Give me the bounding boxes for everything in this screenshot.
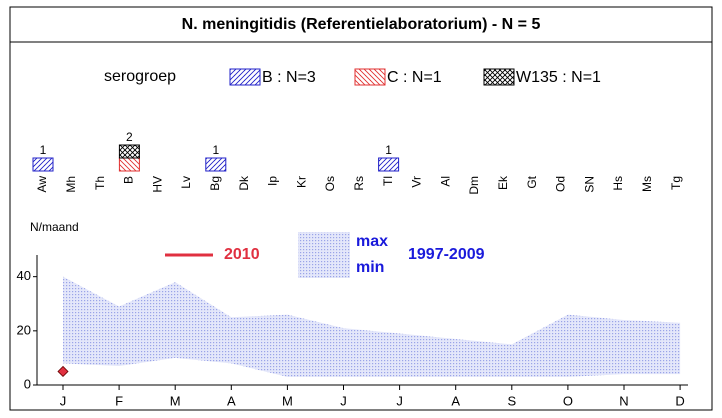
region-label: Mh [64,176,78,193]
region-label: Hs [611,176,625,191]
legend-label: 2010 [224,246,260,263]
y-tick-label: 20 [17,322,31,337]
region-bar [32,157,54,172]
region-label: Tl [381,176,395,186]
region-label: Th [93,176,107,190]
region-label: Bg [208,176,222,191]
y-tick-label: 0 [24,376,31,391]
legend-swatch [483,68,515,86]
region-label: HV [150,176,164,193]
region-label: Tg [669,176,683,190]
total-label: 2 [126,130,133,144]
legend-label: W135 : N=1 [516,69,601,86]
legend-title: serogroep [104,68,176,85]
region-label: Lv [179,176,193,189]
band-legend-swatch [298,232,350,278]
region-label: Aw [35,176,49,193]
total-label: 1 [212,143,219,157]
region-label: Od [554,176,568,192]
x-tick-label: A [451,393,460,408]
legend-swatch [229,68,261,86]
y-tick-label: 40 [17,268,31,283]
region-label: Dk [237,175,251,191]
region-label: SN [582,176,596,193]
legend-swatch [354,68,386,86]
region-label: B [122,176,136,184]
region-label: Ip [266,176,280,186]
y-axis-label: N/maand [30,220,79,234]
region-label: Os [323,176,337,191]
x-tick-label: F [115,393,123,408]
region-bar [118,157,140,172]
x-tick-label: D [675,393,684,408]
total-label: 1 [40,143,47,157]
x-tick-label: O [563,393,573,408]
range-band [63,276,681,377]
region-label: Dm [467,176,481,195]
region-bar [378,157,400,172]
x-tick-label: J [60,393,67,408]
region-label: Vr [410,176,424,188]
region-bar [118,144,140,159]
chart-title: N. meningitidis (Referentielaboratorium)… [182,16,541,33]
region-label: Ek [496,175,510,190]
region-label: Ms [640,176,654,192]
x-tick-label: J [340,393,347,408]
region-bar [205,157,227,172]
x-tick-label: J [396,393,403,408]
x-tick-label: M [170,393,181,408]
point-2010 [57,365,69,378]
region-label: Kr [294,176,308,188]
x-tick-label: M [282,393,293,408]
legend-label: C : N=1 [387,69,442,86]
region-label: Rs [352,176,366,191]
x-tick-label: A [227,393,236,408]
total-label: 1 [385,143,392,157]
band-legend-label: max [356,233,388,250]
band-legend-label: min [356,259,384,276]
region-label: Gt [525,175,539,188]
band-label: 1997-2009 [408,246,485,263]
x-tick-label: N [619,393,628,408]
legend-label: B : N=3 [262,69,316,86]
region-label: Al [438,176,452,187]
x-tick-label: S [507,393,516,408]
